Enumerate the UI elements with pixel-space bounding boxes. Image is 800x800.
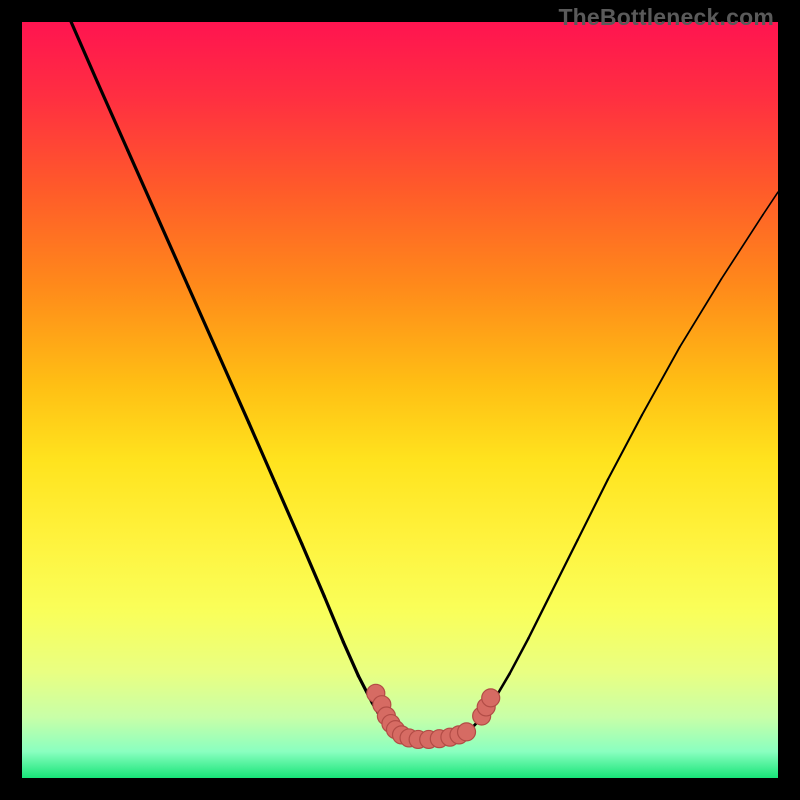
plot-area: [22, 22, 778, 778]
curve-segment: [721, 215, 763, 279]
curve-segment: [188, 287, 218, 355]
curve-segment: [642, 347, 680, 415]
curve-segment: [763, 192, 778, 215]
watermark-text: TheBottleneck.com: [558, 4, 774, 31]
curve-segment: [249, 423, 275, 483]
curve-segment: [275, 483, 301, 543]
marker-dot: [458, 723, 476, 741]
curve-segment: [158, 219, 188, 287]
curve-segment: [128, 151, 158, 219]
curve-segment: [219, 355, 249, 423]
curve-segment: [608, 415, 642, 479]
chart-frame: TheBottleneck.com: [0, 0, 800, 800]
curve-segment: [680, 279, 722, 347]
curve-segment: [551, 540, 577, 593]
curve-segment: [529, 593, 552, 638]
marker-dot: [482, 689, 500, 707]
curve-segment: [343, 642, 358, 676]
curve-segment: [578, 479, 608, 539]
curve-segment: [98, 82, 128, 150]
curve-segment: [510, 638, 529, 674]
curve-segment: [324, 597, 343, 642]
curve-layer: [22, 22, 778, 778]
curve-segment: [71, 22, 97, 82]
curve-segment: [302, 544, 325, 597]
